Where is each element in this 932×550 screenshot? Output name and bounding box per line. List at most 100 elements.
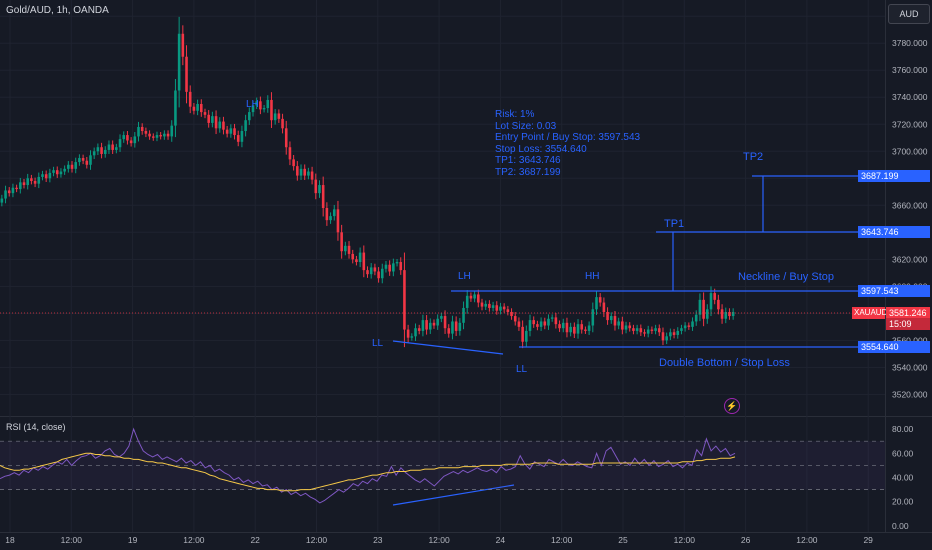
- candle-body: [85, 160, 89, 165]
- candle-body: [181, 33, 185, 57]
- rsi-tick-label: 0.00: [892, 521, 909, 531]
- candle-body: [174, 90, 177, 126]
- info-line: Risk: 1%: [495, 109, 535, 120]
- candle-body: [188, 91, 192, 107]
- candle-body: [669, 332, 672, 337]
- candle-body: [436, 318, 439, 326]
- candle-body: [399, 262, 403, 271]
- rsi-tick-label: 40.00: [892, 473, 914, 483]
- candle-body: [388, 264, 391, 272]
- time-tick-label: 26: [741, 535, 751, 545]
- candle-body: [602, 302, 606, 312]
- candle-body: [318, 185, 321, 194]
- candle-body: [207, 114, 210, 123]
- candle-body: [111, 144, 114, 150]
- candle-body: [11, 187, 15, 194]
- candle-body: [635, 328, 639, 331]
- candle-body: [595, 297, 598, 310]
- price-tick-label: 3560.000: [892, 335, 928, 345]
- candle-body: [366, 270, 369, 275]
- time-tick-label: 12:00: [674, 535, 696, 545]
- candle-body: [218, 121, 222, 129]
- candle-body: [488, 303, 491, 308]
- info-line: Lot Size: 0.03: [495, 120, 557, 132]
- rsi-title: RSI (14, close): [6, 422, 66, 432]
- candle-body: [569, 326, 572, 333]
- candle-body: [672, 332, 676, 335]
- rsi-pane: [0, 427, 885, 504]
- time-tick-label: 12:00: [306, 535, 328, 545]
- candle-body: [233, 128, 236, 136]
- candle-body: [550, 317, 554, 319]
- candle-body: [680, 328, 683, 331]
- candle-body: [70, 164, 74, 169]
- candle-body: [465, 295, 469, 308]
- candle-body: [270, 99, 273, 121]
- currency-button[interactable]: AUD: [888, 4, 930, 24]
- candle-body: [78, 158, 81, 163]
- candle-body: [724, 312, 728, 319]
- time-tick-label: 12:00: [428, 535, 450, 545]
- candle-body: [351, 253, 355, 260]
- candle-body: [177, 33, 181, 91]
- candle-body: [133, 136, 137, 144]
- candle-body: [451, 321, 454, 334]
- candles[interactable]: [0, 16, 735, 349]
- tp2-price-badge: 3687.199: [858, 170, 930, 182]
- candle-body: [148, 133, 151, 137]
- candle-body: [281, 118, 284, 129]
- price-trendline[interactable]: [392, 340, 504, 355]
- candle-body: [646, 329, 650, 334]
- time-tick-label: 12:00: [183, 535, 205, 545]
- candle-body: [477, 294, 480, 303]
- candle-body: [495, 305, 499, 311]
- countdown-badge: 15:09: [886, 318, 930, 330]
- candle-body: [377, 271, 380, 279]
- info-line: Entry Point / Buy Stop: 3597.543: [495, 132, 641, 143]
- candle-body: [587, 325, 591, 331]
- candle-body: [443, 316, 447, 329]
- symbol-title: Gold/AUD, 1h, OANDA: [6, 5, 109, 16]
- label-tp1: TP1: [664, 218, 685, 230]
- candle-body: [0, 198, 4, 203]
- candle-body: [44, 174, 48, 179]
- candle-body: [63, 168, 66, 172]
- candle-body: [251, 105, 255, 113]
- candle-body: [609, 316, 613, 321]
- rsi-tick-label: 20.00: [892, 497, 914, 507]
- candle-body: [196, 104, 199, 111]
- candle-body: [222, 121, 225, 130]
- time-tick-label: 25: [618, 535, 628, 545]
- time-tick-label: 23: [373, 535, 383, 545]
- candle-body: [369, 267, 373, 275]
- time-tick-label: 12:00: [551, 535, 573, 545]
- candle-body: [100, 147, 103, 154]
- candle-body: [15, 187, 18, 190]
- candle-body: [259, 101, 262, 110]
- time-tick-label: 12:00: [61, 535, 83, 545]
- lightning-icon[interactable]: ⚡: [724, 398, 740, 414]
- price-tick-label: 3660.000: [892, 200, 928, 210]
- rsi-trendline[interactable]: [392, 484, 515, 506]
- candle-body: [74, 162, 78, 169]
- rsi-tick-label: 80.00: [892, 424, 914, 434]
- candle-body: [336, 209, 340, 233]
- candle-body: [26, 178, 29, 186]
- candle-body: [103, 149, 107, 154]
- candle-body: [458, 322, 462, 331]
- time-tick-label: 24: [496, 535, 506, 545]
- candle-body: [691, 321, 694, 327]
- candle-body: [380, 268, 384, 279]
- candle-body: [584, 329, 587, 331]
- candle-body: [262, 108, 266, 110]
- candle-body: [694, 314, 698, 322]
- candle-body: [59, 171, 63, 175]
- candle-body: [613, 316, 617, 326]
- tp1-price-badge: 3643.746: [858, 226, 930, 238]
- candle-body: [403, 270, 406, 330]
- candle-body: [687, 325, 691, 327]
- candle-body: [654, 328, 657, 331]
- candle-body: [698, 299, 702, 315]
- candle-body: [314, 179, 318, 194]
